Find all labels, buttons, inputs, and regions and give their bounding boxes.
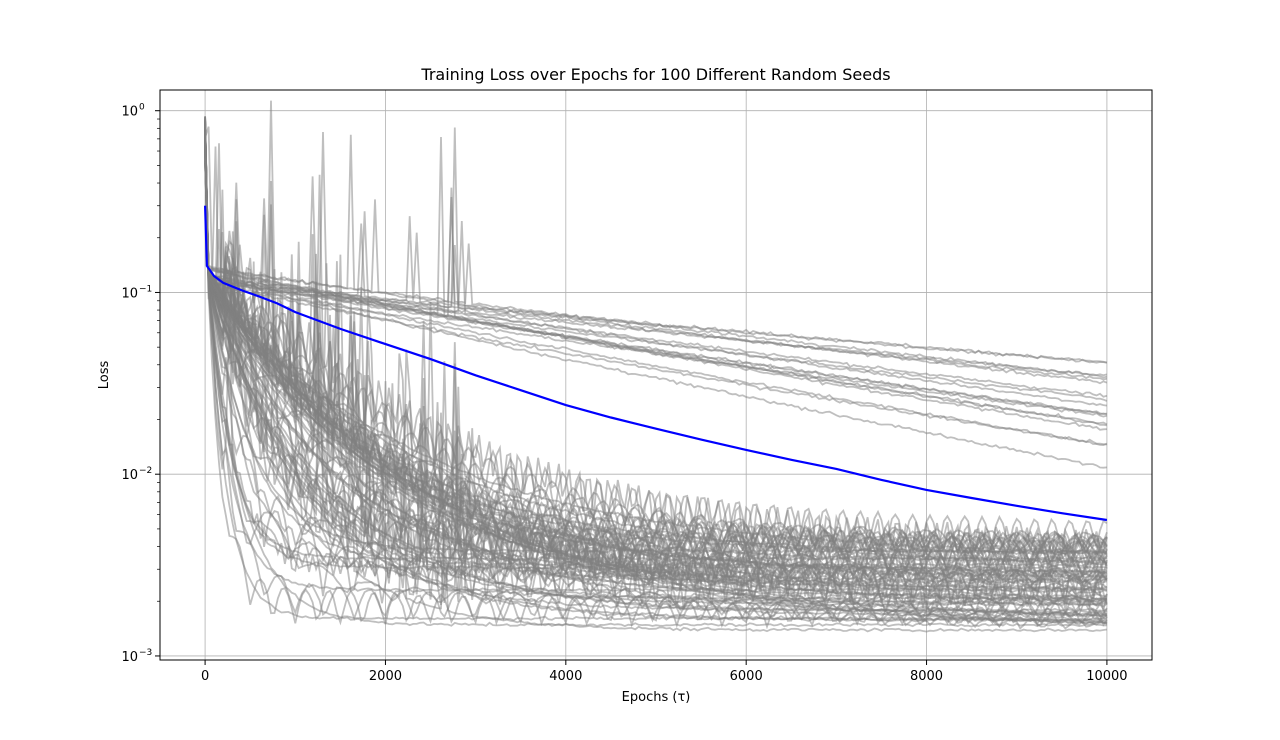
seed-line — [204, 148, 1108, 416]
mean-series-group — [204, 205, 1108, 522]
x-tick-label: 4000 — [549, 669, 582, 684]
x-tick-label: 2000 — [369, 669, 402, 684]
y-tick-label: 10 — [121, 468, 138, 483]
seed-line — [204, 147, 1108, 588]
x-tick-label: 10000 — [1086, 669, 1127, 684]
seed-line — [204, 133, 1108, 626]
seed-line — [204, 134, 1108, 379]
seed-line — [204, 154, 1107, 585]
seed-line — [204, 131, 1108, 558]
y-axis-label: Loss — [97, 361, 112, 390]
plot-frame — [159, 89, 1153, 661]
y-tick-exponent: −2 — [139, 466, 152, 476]
seed-line — [204, 152, 1107, 554]
y-tick-exponent: 0 — [139, 103, 145, 113]
seed-line — [204, 155, 1108, 446]
seed-line — [204, 131, 1108, 633]
plot-area — [204, 100, 1108, 633]
seed-line — [204, 116, 1107, 628]
seed-line — [204, 120, 1108, 553]
x-tick-label: 0 — [201, 669, 209, 684]
x-tick-label: 6000 — [730, 669, 763, 684]
seed-series-group — [204, 100, 1108, 633]
seed-line — [204, 132, 1108, 617]
seed-line — [204, 116, 1108, 402]
seed-line — [204, 141, 1108, 630]
x-axis: 0 2000 4000 6000 8000 10000 — [201, 660, 1128, 684]
seed-line — [204, 121, 1108, 377]
seed-line — [204, 129, 1108, 605]
y-tick-label: 10 — [121, 105, 138, 120]
x-axis-label: Epochs (τ) — [622, 690, 691, 705]
x-tick-label: 8000 — [910, 669, 943, 684]
y-tick-label: 10 — [121, 286, 138, 301]
seed-line — [204, 122, 1108, 571]
y-tick-exponent: −3 — [139, 648, 152, 658]
seed-line — [204, 139, 1108, 398]
seed-line — [204, 142, 1108, 560]
y-tick-exponent: −1 — [139, 284, 152, 294]
chart-title: Training Loss over Epochs for 100 Differ… — [420, 65, 890, 84]
y-tick-label: 10 — [121, 650, 138, 665]
seed-line — [204, 154, 1108, 550]
seed-line — [204, 123, 1108, 364]
seed-line — [204, 150, 1108, 426]
mean-line — [204, 205, 1108, 522]
seed-line — [204, 125, 1108, 554]
